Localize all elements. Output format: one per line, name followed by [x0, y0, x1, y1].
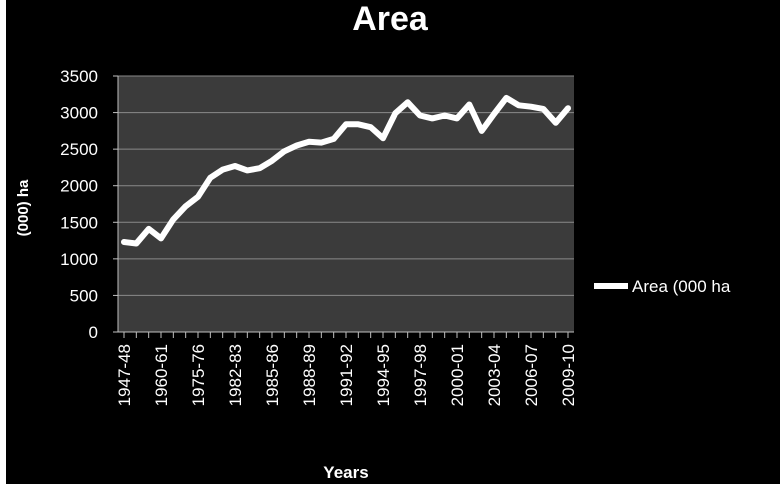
- x-tick-label: 1982-83: [226, 344, 245, 406]
- x-tick-label: 2006-07: [522, 344, 541, 406]
- y-tick-label: 1500: [60, 213, 98, 232]
- x-tick-label: 1947-48: [115, 344, 134, 406]
- y-axis-label: (000) ha: [15, 179, 32, 236]
- chart-title: Area: [352, 0, 429, 38]
- y-tick-label: 0: [89, 323, 98, 342]
- x-tick-label: 2000-01: [448, 344, 467, 406]
- x-tick-label: 1994-95: [374, 344, 393, 406]
- y-tick-label: 3500: [60, 67, 98, 86]
- x-tick-label: 1991-92: [337, 344, 356, 406]
- x-tick-label: 1985-86: [263, 344, 282, 406]
- x-tick-label: 2003-04: [485, 344, 504, 406]
- x-tick-label: 1975-76: [189, 344, 208, 406]
- y-tick-label: 2000: [60, 177, 98, 196]
- y-tick-label: 2500: [60, 140, 98, 159]
- y-tick-label: 500: [70, 286, 98, 305]
- x-tick-label: 1997-98: [411, 344, 430, 406]
- y-tick-label: 1000: [60, 250, 98, 269]
- x-axis-label: Years: [323, 463, 368, 482]
- x-tick-label: 1988-89: [300, 344, 319, 406]
- legend-label: Area (000 ha: [632, 277, 731, 296]
- y-tick-label: 3000: [60, 104, 98, 123]
- x-tick-label: 2009-10: [559, 344, 578, 406]
- x-tick-label: 1960-61: [152, 344, 171, 406]
